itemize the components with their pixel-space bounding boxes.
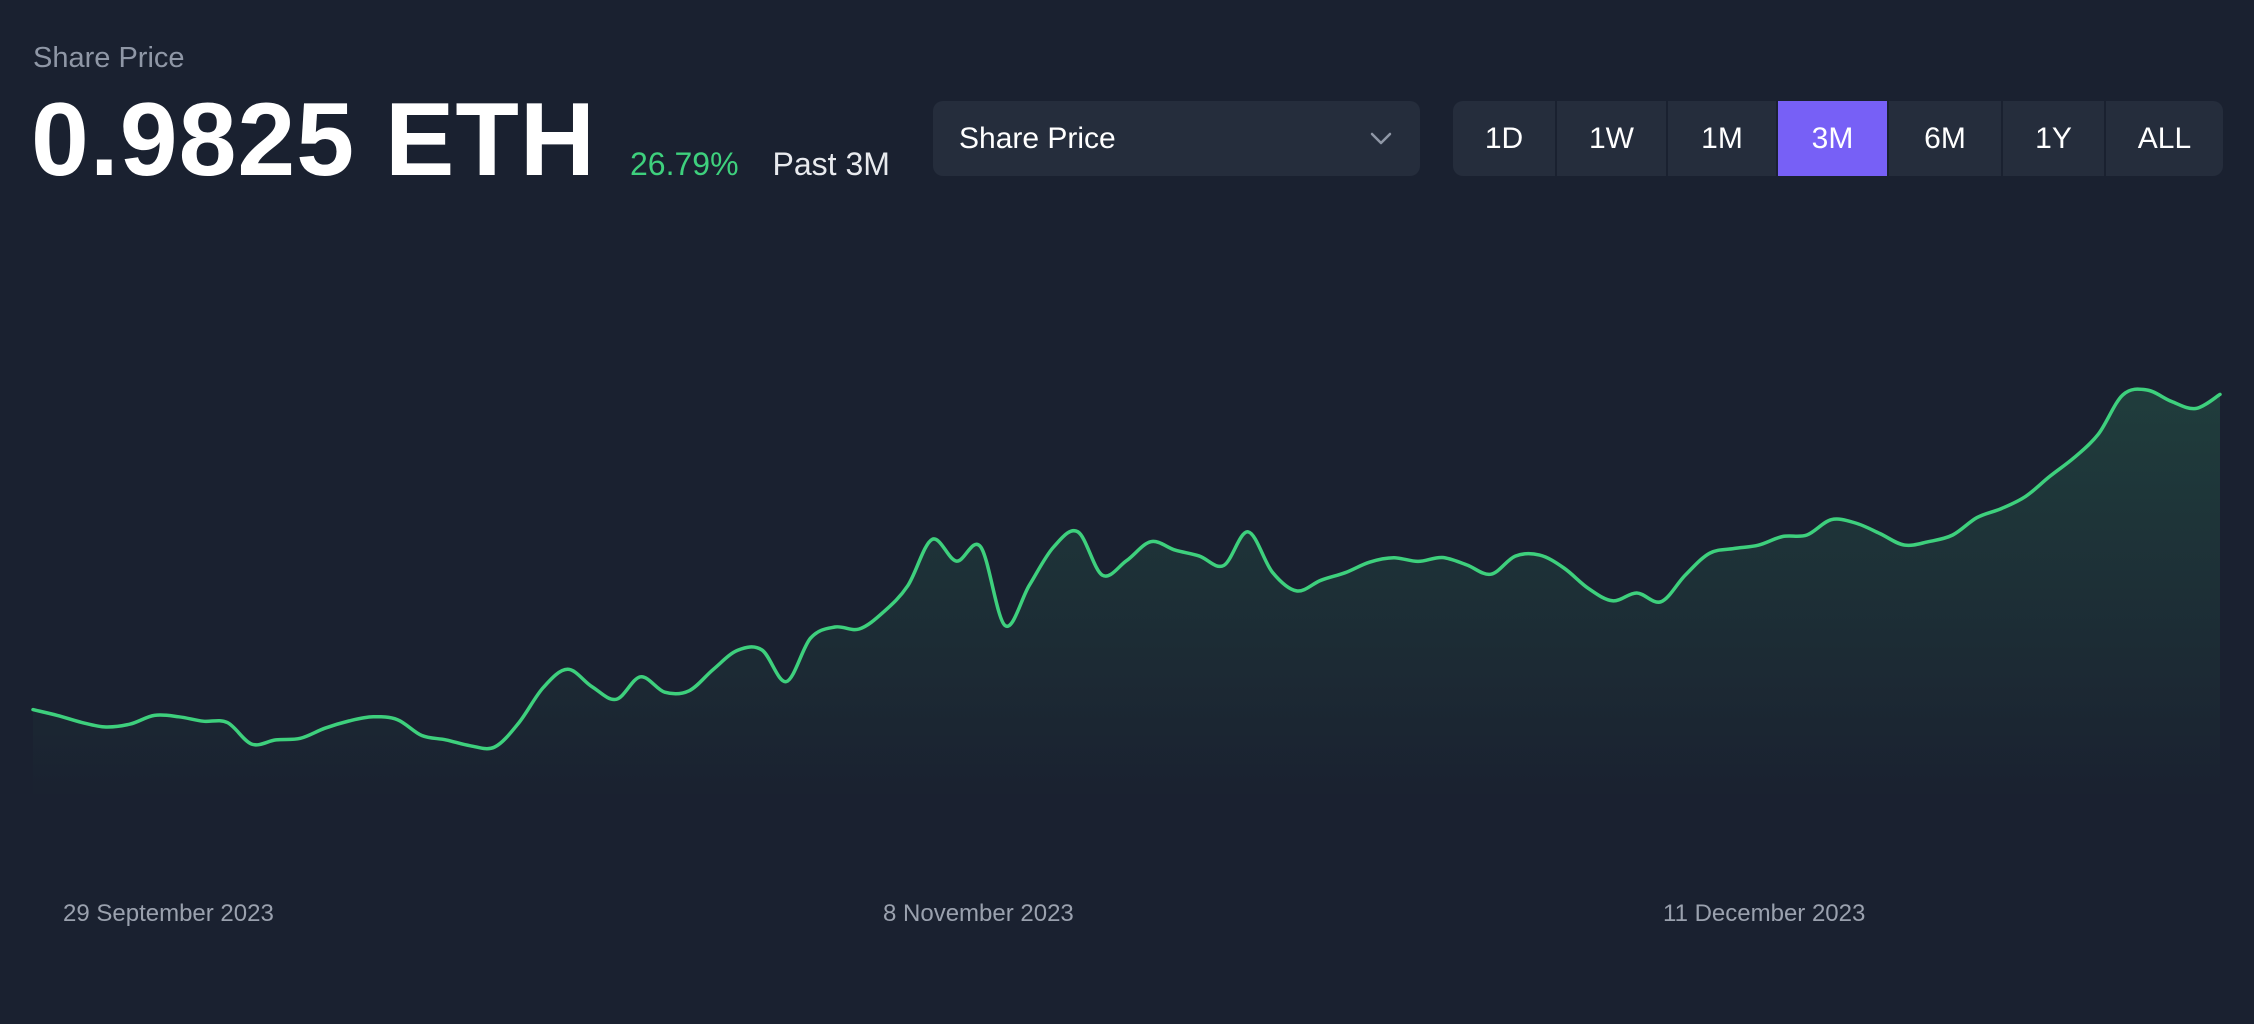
chevron-down-icon	[1368, 126, 1394, 152]
range-button-1m[interactable]: 1M	[1668, 101, 1778, 176]
panel-title: Share Price	[33, 42, 185, 74]
price-summary: 0.9825 ETH 26.79% Past 3M	[31, 88, 890, 192]
x-axis-tick-label: 11 December 2023	[1663, 900, 1866, 927]
time-range-selector: 1D 1W 1M 3M 6M 1Y ALL	[1453, 101, 2223, 176]
range-button-all[interactable]: ALL	[2137, 121, 2192, 155]
current-price: 0.9825 ETH	[31, 82, 596, 198]
metric-select-value: Share Price	[959, 121, 1116, 155]
range-button-3m[interactable]: 3M	[1778, 101, 1889, 176]
metric-select[interactable]: Share Price	[933, 101, 1420, 176]
price-change-period: Past 3M	[772, 146, 890, 182]
x-axis-tick-label: 8 November 2023	[883, 900, 1074, 927]
price-line	[31, 387, 2222, 751]
range-button-1y[interactable]: 1Y	[2003, 101, 2106, 176]
share-price-chart	[31, 387, 2222, 800]
range-button-6m[interactable]: 6M	[1889, 101, 2003, 176]
range-button-1d[interactable]: 1D	[1453, 101, 1557, 176]
x-axis-tick-label: 29 September 2023	[63, 900, 274, 927]
price-change-percent: 26.79%	[630, 146, 739, 182]
price-area-fill	[33, 389, 2220, 800]
range-button-1w[interactable]: 1W	[1557, 101, 1668, 176]
